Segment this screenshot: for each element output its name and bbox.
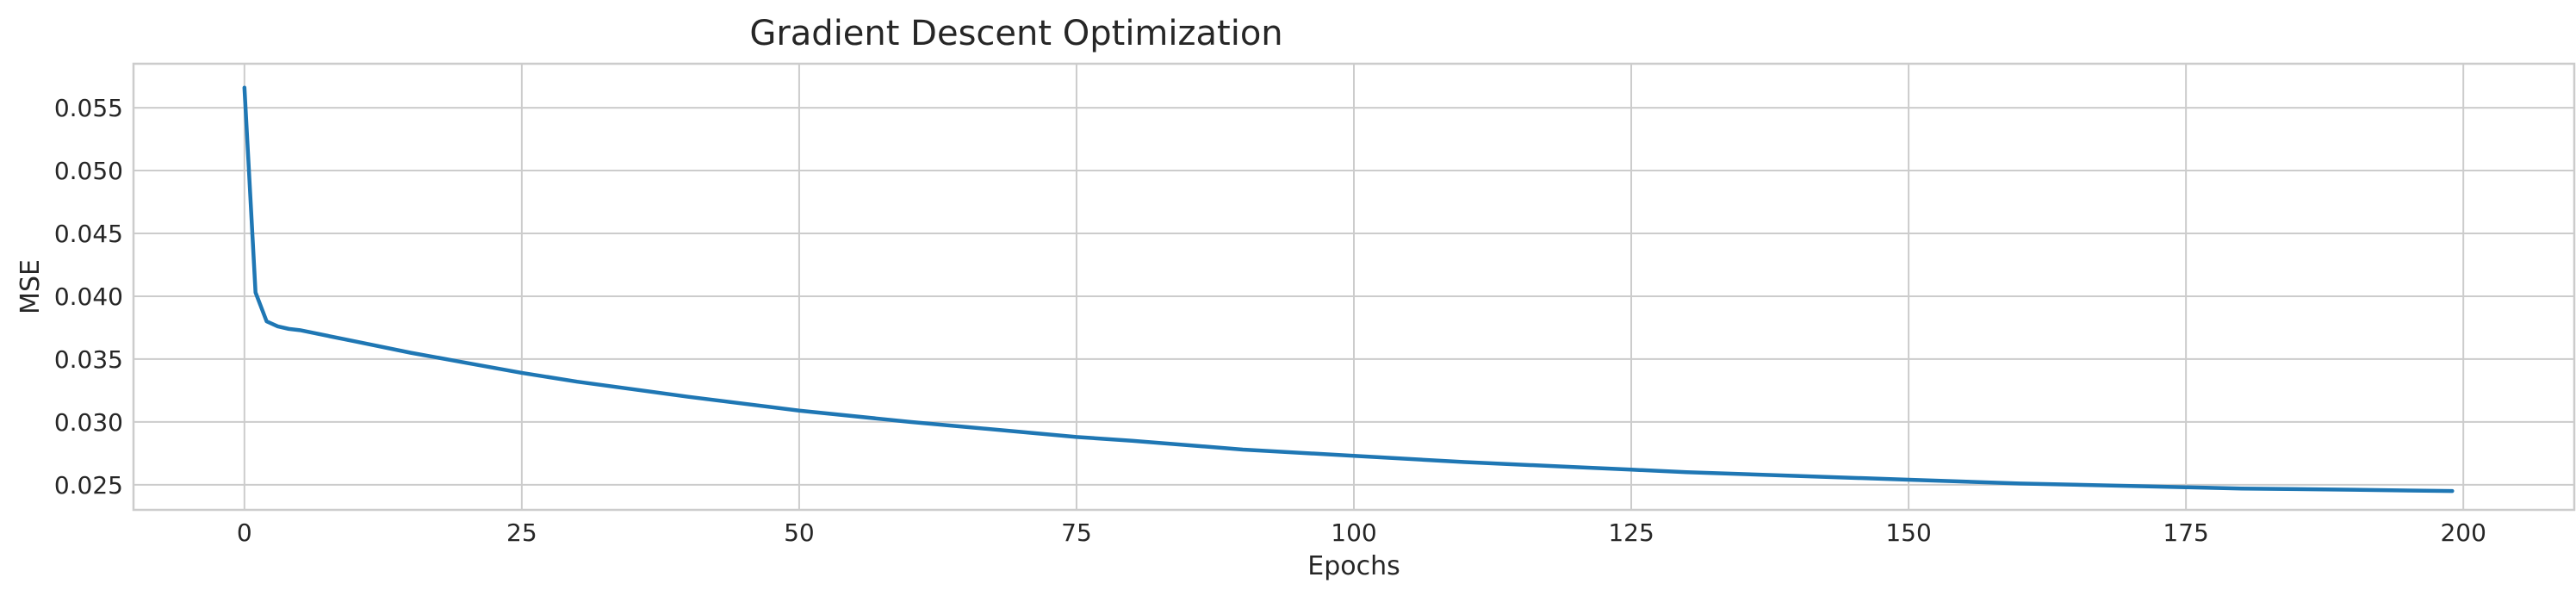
- x-tick-label: 200: [2440, 518, 2486, 547]
- y-tick-label: 0.035: [54, 345, 123, 374]
- y-tick-labels: 0.025 0.030 0.035 0.040 0.045 0.050 0.055: [54, 94, 123, 500]
- y-tick-label: 0.045: [54, 220, 123, 248]
- plot-frame: [132, 62, 2576, 512]
- series-layer: [242, 85, 2455, 494]
- grid-lines: [133, 64, 2574, 510]
- y-tick-label: 0.050: [54, 157, 123, 185]
- x-tick-label: 175: [2163, 518, 2208, 547]
- chart-title: Gradient Descent Optimization: [749, 14, 1282, 53]
- x-axis-label: Epochs: [1307, 551, 1400, 581]
- x-tick-label: 150: [1885, 518, 1931, 547]
- x-tick-label: 25: [506, 518, 537, 547]
- y-axis-label: MSE: [16, 259, 46, 314]
- y-tick-label: 0.055: [54, 94, 123, 122]
- x-tick-label: 125: [1608, 518, 1654, 547]
- mse-line: [242, 85, 2455, 494]
- y-tick-label: 0.040: [54, 282, 123, 311]
- x-tick-label: 0: [237, 518, 252, 547]
- x-tick-label: 100: [1331, 518, 1376, 547]
- x-tick-label: 50: [784, 518, 815, 547]
- y-tick-label: 0.025: [54, 471, 123, 500]
- x-tick-labels: 0 25 50 75 100 125 150 175 200: [237, 518, 2486, 547]
- x-tick-label: 75: [1061, 518, 1092, 547]
- y-tick-label: 0.030: [54, 408, 123, 437]
